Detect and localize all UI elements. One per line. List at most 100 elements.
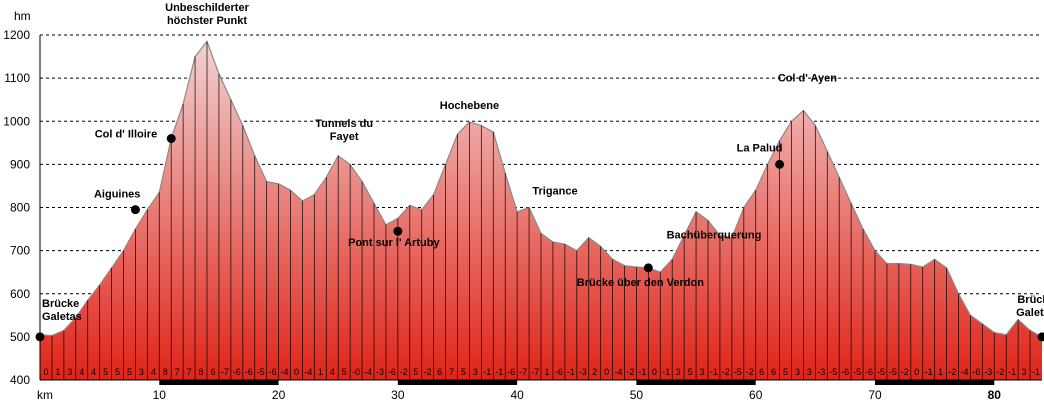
y-tick-label-700: 700 (10, 244, 30, 258)
x-axis-band-70 (875, 380, 995, 385)
segment-grade-72: -2 (901, 367, 909, 377)
segment-grade-65: -3 (817, 367, 825, 377)
waypoint-label-bachueberquerung-line-0: Bachüberquerung (667, 230, 762, 242)
waypoint-label-la-palud-line-0: La Palud (737, 142, 783, 154)
segment-grade-44: -1 (567, 367, 575, 377)
segment-dividers (51, 41, 1031, 380)
segment-grade-12: 7 (187, 367, 192, 377)
segment-grade-28: -3 (376, 367, 384, 377)
segment-grade-21: 0 (294, 367, 299, 377)
segment-grade-81: -1 (1008, 367, 1016, 377)
segment-grade-70: -5 (877, 367, 885, 377)
segment-grade-0: 0 (43, 367, 48, 377)
segment-grade-19: -6 (269, 367, 277, 377)
waypoint-marker-col-illoire (166, 134, 176, 143)
segment-grade-67: -6 (841, 367, 849, 377)
segment-grade-69: -6 (865, 367, 873, 377)
segment-grade-35: 5 (461, 367, 466, 377)
segment-grade-54: 5 (688, 367, 693, 377)
x-axis-unit-label: km (37, 388, 53, 402)
waypoint-label-col-ayen-line-0: Col d' Ayen (778, 72, 838, 84)
waypoint-marker-aiguines (130, 205, 140, 215)
segment-grade-64: 3 (807, 367, 812, 377)
segment-grade-25: 5 (342, 367, 347, 377)
segment-grade-37: -1 (483, 367, 491, 377)
segment-grade-46: 2 (592, 367, 597, 377)
waypoint-label-trigance-line-0: Trigance (532, 186, 577, 198)
segment-grade-61: 6 (771, 367, 776, 377)
segment-grade-20: -4 (281, 367, 289, 377)
segment-grade-23: 1 (318, 367, 323, 377)
segment-grade-56: -1 (710, 367, 718, 377)
segment-grade-42: 1 (544, 367, 549, 377)
segment-grade-1: 1 (55, 367, 60, 377)
waypoint-label-pont-artuby-line-0: Pont sur l' Artuby (348, 237, 440, 249)
y-tick-label-400: 400 (10, 373, 30, 387)
x-tick-label-20: 20 (272, 388, 286, 402)
segment-grade-55: 3 (700, 367, 705, 377)
waypoint-label-bruecke-start-line-1: Galetas (42, 311, 82, 323)
x-tick-label-70: 70 (868, 388, 882, 402)
y-tick-label-500: 500 (10, 330, 30, 344)
x-tick-label-80: 80 (988, 388, 1002, 402)
segment-grade-75: 1 (938, 367, 943, 377)
segment-grade-74: -1 (925, 367, 933, 377)
x-axis-band-10 (159, 380, 279, 385)
segment-grade-39: -6 (507, 367, 515, 377)
segment-grade-4: 4 (91, 367, 96, 377)
segment-grade-41: -7 (531, 367, 539, 377)
x-tick-label-60: 60 (749, 388, 763, 402)
segment-grade-77: -4 (960, 367, 968, 377)
segment-grade-33: 6 (437, 367, 442, 377)
segment-grade-38: -1 (495, 367, 503, 377)
waypoint-label-aiguines-line-0: Aiguines (94, 189, 140, 201)
segment-grade-52: -1 (662, 367, 670, 377)
waypoint-marker-bruecke-end (1037, 332, 1044, 342)
segment-grade-45: -3 (579, 367, 587, 377)
segment-grade-58: -5 (734, 367, 742, 377)
segment-grade-63: 3 (795, 367, 800, 377)
waypoint-label-hoechster-punkt-line-0: Unbeschilderter (165, 2, 249, 14)
segment-grade-40: -7 (519, 367, 527, 377)
waypoint-marker-bruecke-verdon (643, 263, 653, 273)
y-tick-label-800: 800 (10, 201, 30, 215)
segment-grade-3: 4 (79, 367, 84, 377)
segment-grade-79: -3 (984, 367, 992, 377)
segment-grade-36: 3 (473, 367, 478, 377)
waypoint-markers (35, 134, 1044, 342)
segment-grade-68: -5 (853, 367, 861, 377)
x-tick-label-50: 50 (630, 388, 644, 402)
waypoint-label-tunnels-fayet-line-1: Fayet (330, 131, 359, 143)
y-tick-label-1000: 1000 (3, 114, 30, 128)
segment-grade-11: 7 (175, 367, 180, 377)
segment-grade-26: -0 (352, 367, 360, 377)
segment-grade-7: 5 (127, 367, 132, 377)
waypoint-label-hoechster-punkt-line-1: höchster Punkt (167, 15, 247, 27)
segment-grade-60: 6 (759, 367, 764, 377)
segment-grade-31: 5 (413, 367, 418, 377)
y-tick-label-1100: 1100 (4, 71, 30, 85)
segment-grade-50: -1 (638, 367, 646, 377)
x-axis-band-30 (397, 380, 518, 385)
segment-grade-82: 3 (1022, 367, 1027, 377)
waypoint-marker-la-palud (775, 159, 785, 169)
segment-grade-9: 4 (151, 367, 156, 377)
segment-grade-49: -2 (626, 367, 634, 377)
waypoint-label-bruecke-end-line-0: Brücke (1017, 294, 1044, 306)
y-tick-label-600: 600 (10, 287, 30, 301)
segment-grade-43: -6 (555, 367, 563, 377)
segment-grade-32: -2 (424, 367, 432, 377)
segment-grade-51: 0 (652, 367, 657, 377)
y-tick-label-1200: 1200 (3, 28, 30, 42)
segment-grade-30: -2 (400, 367, 408, 377)
segment-grade-16: -6 (233, 367, 241, 377)
segment-grade-18: -5 (257, 367, 265, 377)
segment-grade-5: 5 (103, 367, 108, 377)
segment-grade-71: -5 (889, 367, 897, 377)
y-axis-unit-label: hm (14, 9, 31, 23)
waypoint-marker-pont-artuby (393, 226, 403, 236)
segment-grade-2: 3 (67, 367, 72, 377)
segment-grade-27: -4 (364, 367, 372, 377)
